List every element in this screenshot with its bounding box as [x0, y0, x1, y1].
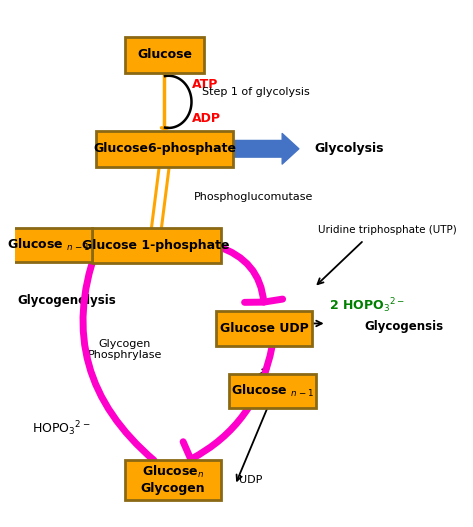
Text: Step 1 of glycolysis: Step 1 of glycolysis [202, 86, 310, 96]
Text: Glucose $_{n-1}$: Glucose $_{n-1}$ [231, 383, 314, 399]
Text: Glucose$_n$
Glycogen: Glucose$_n$ Glycogen [140, 464, 205, 495]
Text: ADP: ADP [192, 112, 220, 125]
Text: 2 HOPO$_3$$^{2-}$: 2 HOPO$_3$$^{2-}$ [329, 297, 404, 315]
FancyBboxPatch shape [96, 131, 233, 167]
Text: HOPO$_3$$^{2-}$: HOPO$_3$$^{2-}$ [32, 419, 90, 438]
Text: Phosphoglucomutase: Phosphoglucomutase [193, 192, 313, 202]
Text: UDP: UDP [239, 474, 263, 484]
FancyArrowPatch shape [234, 133, 299, 164]
Text: Glucose: Glucose [137, 48, 192, 62]
FancyBboxPatch shape [217, 311, 312, 346]
Text: Glycolysis: Glycolysis [314, 142, 384, 155]
Text: Glucose 1-phosphate: Glucose 1-phosphate [82, 239, 230, 252]
Text: Glucose $_{n-1}$: Glucose $_{n-1}$ [7, 237, 89, 253]
Text: Glycogenolysis: Glycogenolysis [17, 294, 116, 307]
FancyBboxPatch shape [4, 228, 92, 262]
Text: Glycogen
Phosphrylase: Glycogen Phosphrylase [88, 339, 162, 360]
FancyBboxPatch shape [229, 374, 316, 408]
Text: Glucose UDP: Glucose UDP [220, 322, 308, 335]
Text: Uridine triphosphate (UTP): Uridine triphosphate (UTP) [318, 225, 457, 235]
Text: Glycogensis: Glycogensis [364, 319, 443, 333]
Text: Glucose6-phosphate: Glucose6-phosphate [93, 142, 236, 155]
FancyBboxPatch shape [92, 228, 220, 263]
Text: ATP: ATP [192, 79, 218, 91]
FancyBboxPatch shape [125, 460, 220, 500]
FancyBboxPatch shape [125, 37, 204, 73]
